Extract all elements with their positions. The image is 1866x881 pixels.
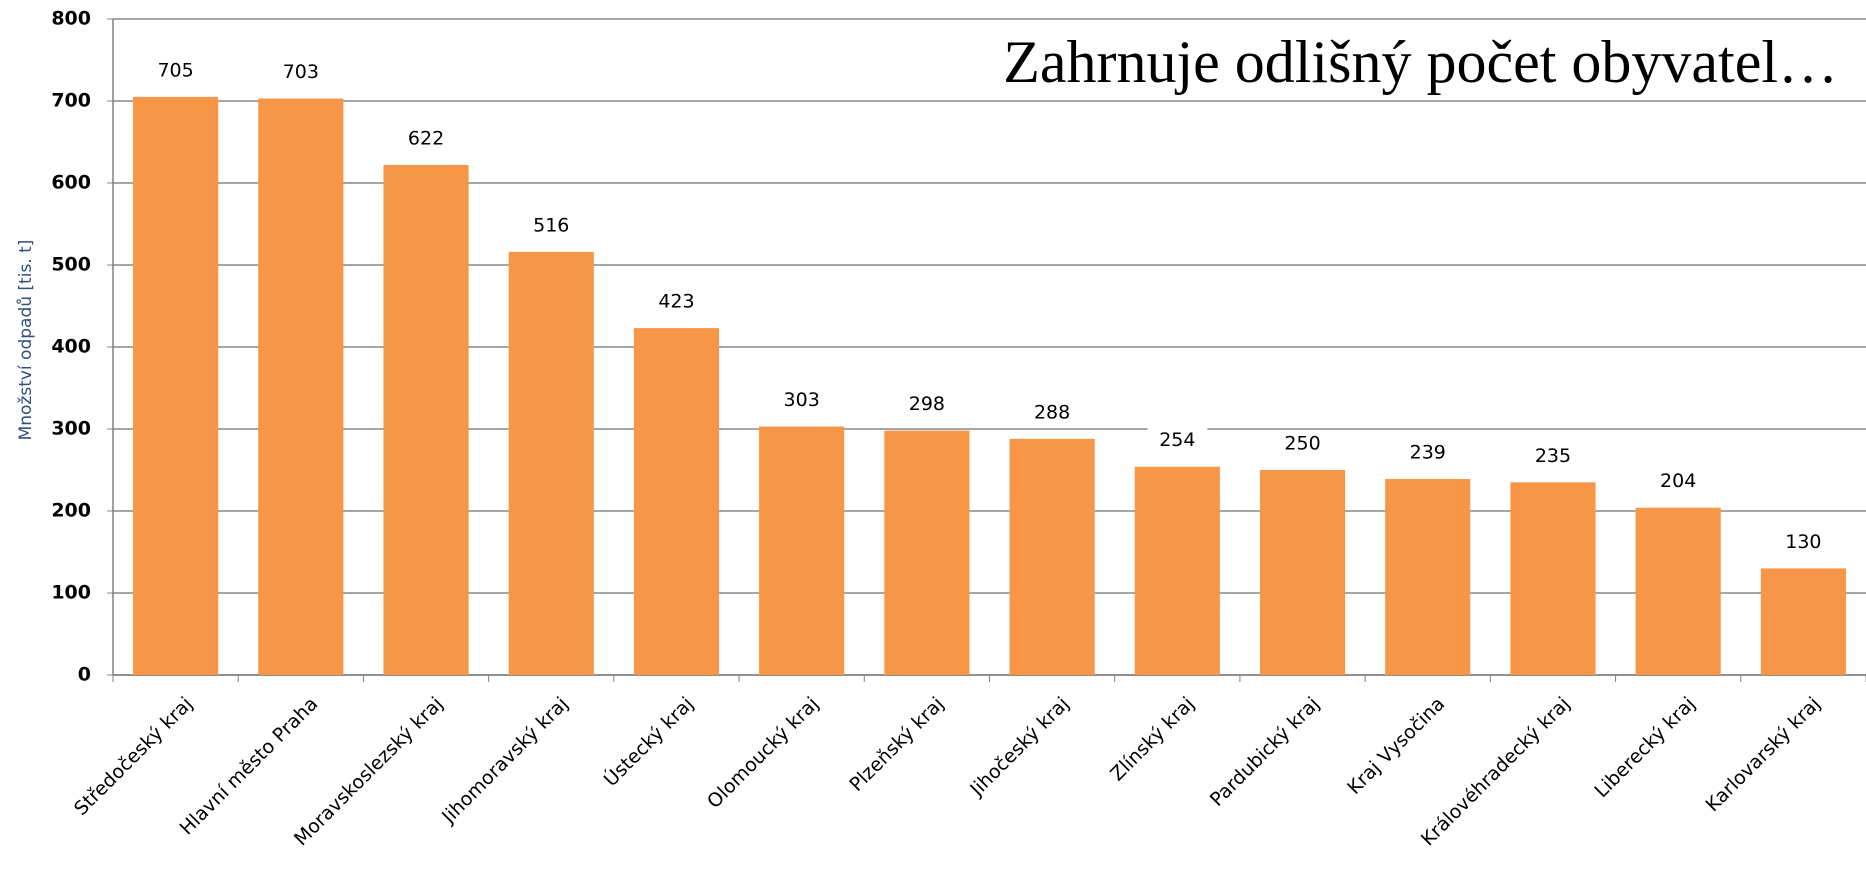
x-tick-label: Jihočeský kraj bbox=[965, 693, 1073, 801]
label-bg bbox=[521, 211, 582, 240]
x-tick-label: Hlavní město Praha bbox=[176, 693, 323, 840]
label-bg bbox=[1147, 426, 1208, 455]
data-label: 204 bbox=[1660, 470, 1696, 492]
bar bbox=[759, 426, 845, 675]
bar bbox=[1760, 568, 1846, 675]
bar bbox=[383, 164, 469, 675]
y-tick-label: 700 bbox=[51, 90, 91, 112]
bar bbox=[1259, 470, 1346, 675]
y-tick-label: 300 bbox=[51, 418, 91, 440]
data-label: 250 bbox=[1284, 433, 1320, 455]
data-label: 303 bbox=[784, 389, 820, 411]
data-label: 703 bbox=[283, 61, 319, 83]
data-label: 288 bbox=[1034, 401, 1070, 423]
bar bbox=[1385, 479, 1471, 675]
y-tick-label: 600 bbox=[51, 172, 91, 194]
data-label: 622 bbox=[408, 127, 444, 149]
annotation-bg bbox=[945, 22, 1845, 94]
label-bg bbox=[896, 390, 957, 419]
label-bg bbox=[270, 58, 331, 87]
label-bg bbox=[1522, 442, 1583, 471]
bar bbox=[633, 328, 720, 675]
label-bg bbox=[771, 386, 832, 415]
y-tick-label: 500 bbox=[51, 254, 91, 276]
x-tick-label: Karlovarský kraj bbox=[1701, 693, 1824, 816]
data-label: 235 bbox=[1535, 445, 1571, 467]
label-bg bbox=[1272, 430, 1333, 458]
label-bg bbox=[1022, 398, 1083, 427]
bar bbox=[133, 96, 219, 675]
y-tick-label: 0 bbox=[78, 664, 91, 686]
bar bbox=[258, 98, 344, 676]
x-tick-label: Liberecký kraj bbox=[1590, 693, 1699, 802]
data-label: 130 bbox=[1785, 531, 1821, 553]
x-tick-label: Kraj Vysočina bbox=[1343, 693, 1449, 799]
data-label: 516 bbox=[533, 214, 569, 236]
label-bg bbox=[1397, 439, 1458, 468]
x-tick-label: Ústecký kraj bbox=[598, 691, 698, 791]
data-label: 239 bbox=[1410, 442, 1446, 464]
y-tick-label: 200 bbox=[51, 500, 91, 522]
bar bbox=[1510, 482, 1596, 675]
y-axis-label: Množství odpadů [tis. t] bbox=[16, 240, 36, 441]
label-bg bbox=[646, 288, 707, 317]
data-label: 423 bbox=[658, 291, 694, 313]
bar bbox=[508, 251, 594, 675]
label-bg bbox=[145, 56, 206, 85]
y-tick-label: 100 bbox=[51, 582, 91, 604]
label-bg bbox=[396, 124, 457, 153]
bar bbox=[884, 430, 970, 675]
bar bbox=[1009, 438, 1095, 675]
label-bg bbox=[1648, 467, 1709, 496]
x-tick-label: Pardubický kraj bbox=[1206, 693, 1324, 811]
x-tick-label: Středočeský kraj bbox=[70, 693, 197, 820]
y-tick-label: 800 bbox=[51, 8, 91, 30]
data-label: 254 bbox=[1159, 429, 1195, 451]
x-tick-label: Jihomoravský kraj bbox=[437, 693, 572, 828]
x-tick-label: Olomoucký kraj bbox=[703, 693, 823, 813]
data-label: 705 bbox=[157, 59, 193, 81]
x-tick-label: Plzeňský kraj bbox=[845, 693, 948, 796]
annotation: Zahrnuje odlišný počet obyvatel… bbox=[1003, 29, 1838, 95]
bar bbox=[1635, 507, 1721, 675]
bar bbox=[1134, 466, 1220, 675]
data-label: 298 bbox=[909, 393, 945, 415]
y-tick-label: 400 bbox=[51, 336, 91, 358]
x-tick-label: Zlínský kraj bbox=[1106, 693, 1199, 786]
label-bg bbox=[1773, 528, 1834, 557]
